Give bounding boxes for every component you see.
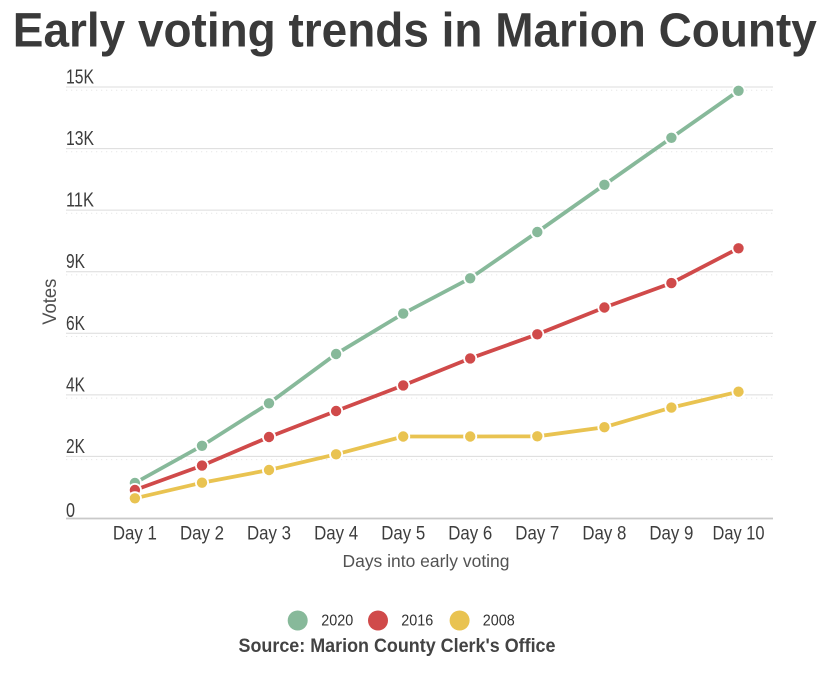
svg-text:Source: Marion County Clerk's: Source: Marion County Clerk's Office bbox=[239, 636, 556, 657]
svg-text:Day 10: Day 10 bbox=[713, 524, 765, 545]
svg-text:Votes: Votes bbox=[40, 279, 61, 325]
svg-text:Day 6: Day 6 bbox=[448, 524, 492, 545]
svg-text:2020: 2020 bbox=[321, 612, 353, 629]
svg-text:2K: 2K bbox=[66, 436, 86, 458]
svg-text:9K: 9K bbox=[66, 251, 86, 273]
svg-text:Day 2: Day 2 bbox=[180, 524, 224, 545]
svg-text:11K: 11K bbox=[66, 190, 95, 212]
svg-text:Day 8: Day 8 bbox=[582, 524, 626, 545]
svg-text:Day 1: Day 1 bbox=[113, 524, 157, 545]
svg-text:Day 9: Day 9 bbox=[649, 524, 693, 545]
svg-text:Days into early voting: Days into early voting bbox=[343, 551, 510, 571]
svg-text:Early voting trends in Marion: Early voting trends in Marion County bbox=[13, 5, 817, 58]
svg-text:15K: 15K bbox=[66, 67, 95, 89]
svg-text:2016: 2016 bbox=[401, 612, 433, 629]
svg-text:4K: 4K bbox=[66, 374, 86, 396]
svg-text:Day 7: Day 7 bbox=[515, 524, 559, 545]
svg-text:2008: 2008 bbox=[483, 612, 515, 629]
svg-text:Day 4: Day 4 bbox=[314, 524, 358, 545]
svg-text:6K: 6K bbox=[66, 313, 86, 335]
svg-text:Day 5: Day 5 bbox=[381, 524, 425, 545]
svg-text:0: 0 bbox=[66, 500, 75, 522]
svg-text:13K: 13K bbox=[66, 128, 95, 150]
svg-text:Day 3: Day 3 bbox=[247, 524, 291, 545]
